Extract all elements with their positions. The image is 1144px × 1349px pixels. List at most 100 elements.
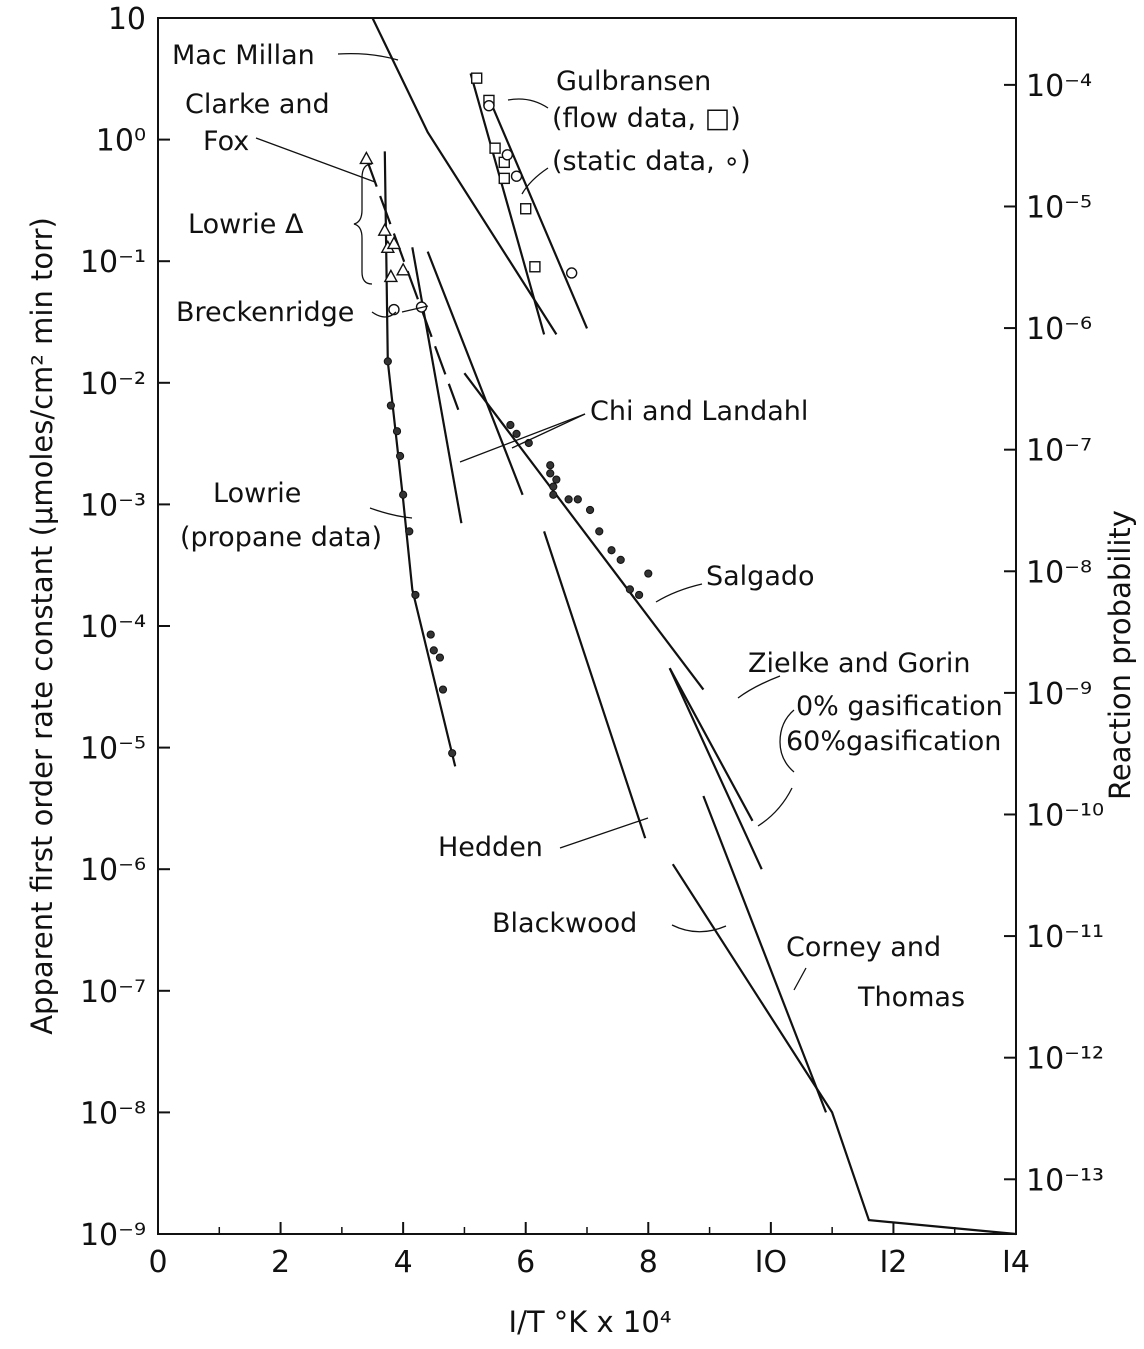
y2-tick-label: 10⁻⁴ <box>1026 69 1092 104</box>
filled-dot-point <box>438 685 448 694</box>
x-tick-label: 6 <box>516 1245 535 1280</box>
series-line <box>668 667 763 870</box>
chi-arrow-2 <box>511 413 586 449</box>
label-lowrie-tri: Lowrie Δ <box>188 209 304 240</box>
label-salgado: Salgado <box>706 561 815 592</box>
y2-tick-label: 10⁻⁸ <box>1026 555 1092 590</box>
series-line <box>487 97 589 329</box>
label-clarke-1: Clarke and <box>185 89 330 120</box>
series-line <box>469 73 546 335</box>
open-circle-point <box>565 267 578 279</box>
label-corney-1: Corney and <box>786 932 941 963</box>
x-tick-label: 8 <box>639 1245 658 1280</box>
y-tick-label: 10⁻⁶ <box>80 853 146 888</box>
filled-dot-point <box>585 505 595 515</box>
y-tick-label: 10⁻⁸ <box>80 1096 146 1131</box>
filled-dot-point <box>399 490 408 499</box>
label-breckenridge: Breckenridge <box>176 297 354 328</box>
clarke-arrow <box>255 137 376 183</box>
series-line <box>671 863 1017 1236</box>
lowrie-propane-arrow <box>369 507 413 519</box>
series-line <box>383 151 457 767</box>
plot-frame <box>157 17 1017 1235</box>
y2-tick-label: 10⁻⁷ <box>1026 434 1092 469</box>
filled-dot-point <box>607 546 616 555</box>
filled-dot-point <box>386 401 395 410</box>
label-zielke: Zielke and Gorin <box>748 648 971 679</box>
x-tick-label: 0 <box>148 1245 167 1280</box>
x-tick-label: IO <box>755 1245 787 1280</box>
flow-square-point <box>520 203 532 215</box>
filled-dot-point <box>625 585 635 594</box>
triangle-point <box>395 262 411 276</box>
flow-square-point <box>529 261 541 273</box>
salgado-arrow <box>655 583 703 603</box>
filled-dot-point <box>564 495 573 504</box>
triangle-point <box>359 150 374 165</box>
open-circle-point <box>483 100 495 112</box>
series-line <box>668 667 754 822</box>
label-macmillan: Mac Millan <box>172 40 315 71</box>
triangle-point <box>377 222 392 236</box>
y-tick-label: 10⁻² <box>80 367 146 402</box>
x-axis-label: I/T °K x 10⁴ <box>509 1305 672 1339</box>
filled-dot-point <box>616 555 625 564</box>
filled-dot-point <box>549 482 558 491</box>
y-tick-label: 10⁻⁴ <box>80 610 146 645</box>
label-gul-flow: (flow data, □) <box>552 103 741 134</box>
label-blackwood: Blackwood <box>492 908 637 939</box>
y-axis: 10 10⁰ 10⁻¹ 10⁻² 10⁻³ 10⁻⁴ 10⁻⁵ 10⁻⁶ 10⁻⁷ 10⁻⁸ 10⁻… <box>80 2 170 1253</box>
filled-dot-point <box>506 420 515 430</box>
series-line <box>371 17 558 335</box>
filled-dot-point <box>644 569 653 578</box>
label-lowrie-prop-2: (propane data) <box>180 522 382 553</box>
filled-dot-point <box>573 495 582 504</box>
flow-square-point <box>498 172 510 185</box>
y-tick-label: 10⁻⁹ <box>80 1218 146 1253</box>
breckenridge-arrow <box>371 305 429 318</box>
filled-dot-point <box>549 490 558 499</box>
filled-dot-point <box>512 429 521 438</box>
zielke-arrow <box>737 675 781 699</box>
x-tick-label: I4 <box>1002 1245 1030 1280</box>
y-tick-label: 10⁻³ <box>80 488 146 523</box>
data-points <box>359 72 653 758</box>
y2-tick-label: 10⁻⁶ <box>1026 312 1092 347</box>
triangle-point <box>383 268 399 283</box>
zielke-60-arrow <box>757 787 793 827</box>
series-line <box>365 158 460 411</box>
label-corney-2: Thomas <box>857 982 965 1013</box>
gulbransen-arrow <box>507 98 549 109</box>
y2-tick-label: 10⁻⁹ <box>1026 677 1092 712</box>
zielke-paren <box>779 709 795 773</box>
filled-dot-point <box>429 646 438 655</box>
filled-dot-point <box>392 427 402 436</box>
filled-dot-point <box>552 475 561 484</box>
corney-arrow <box>793 967 807 991</box>
filled-dot-point <box>546 461 555 470</box>
series-line <box>411 247 463 524</box>
y-tick-label: 10⁰ <box>96 124 146 159</box>
label-lowrie-prop-1: Lowrie <box>213 478 301 509</box>
label-gul-static: (static data, ∘) <box>552 146 751 177</box>
chi-arrow-1 <box>459 413 586 463</box>
right-axis: 10⁻⁴ 10⁻⁵ 10⁻⁶ 10⁻⁷ 10⁻⁸ 10⁻⁹ 10⁻¹⁰ 10⁻¹¹ 10⁻¹² 1… <box>1004 69 1104 1198</box>
filled-dot-point <box>448 749 457 758</box>
blackwood-arrow <box>671 924 727 933</box>
flow-square-point <box>470 72 483 84</box>
label-hedden: Hedden <box>438 832 543 863</box>
y-tick-label: 10⁻⁷ <box>80 975 146 1010</box>
series-line <box>463 372 705 691</box>
filled-dot-point <box>426 630 435 639</box>
label-zielke-60: 60%gasification <box>786 726 1001 757</box>
y2-tick-label: 10⁻¹² <box>1026 1042 1104 1077</box>
y2-tick-label: 10⁻¹⁰ <box>1026 798 1104 833</box>
filled-dot-point <box>411 590 420 600</box>
label-clarke-2: Fox <box>203 126 249 157</box>
y2-tick-label: 10⁻⁵ <box>1026 190 1092 225</box>
label-gulbransen: Gulbransen <box>556 66 711 97</box>
y-axis-label: Apparent first order rate constant (μmol… <box>25 217 59 1035</box>
filled-dot-point <box>595 527 604 536</box>
filled-dot-point <box>634 590 644 600</box>
